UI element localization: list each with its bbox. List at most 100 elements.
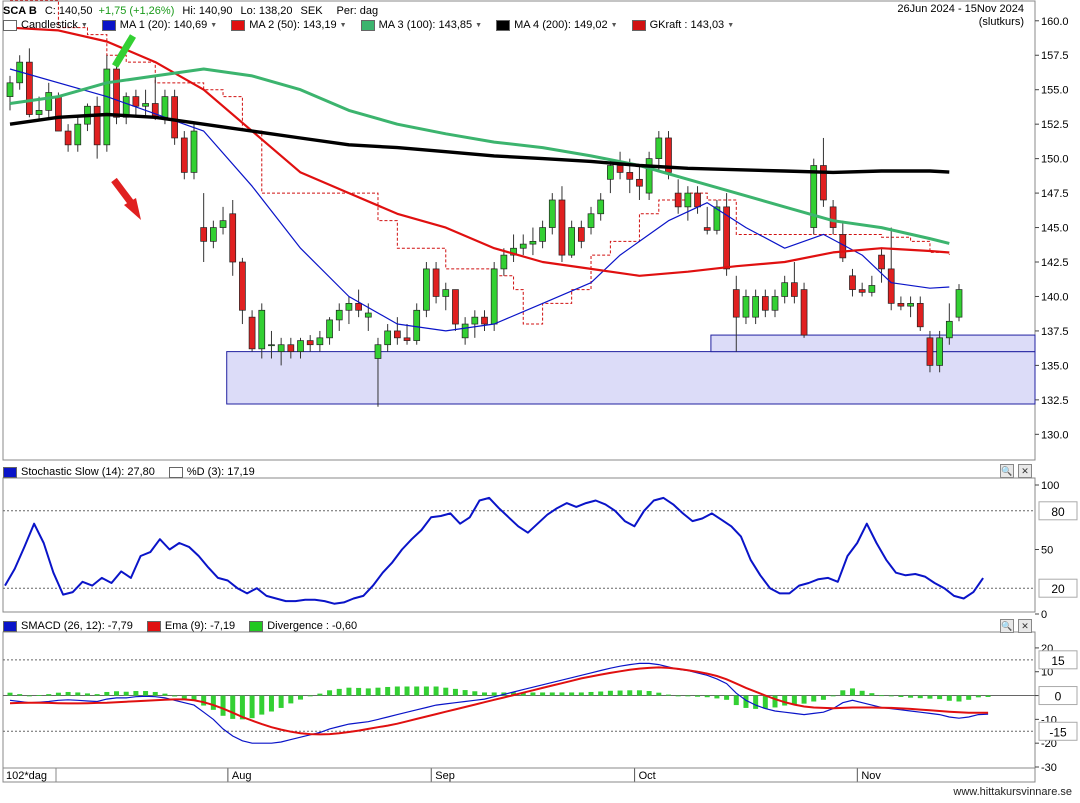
chevron-down-icon[interactable]: ▼ (727, 21, 735, 29)
divergence-bar (849, 688, 855, 696)
macd-legend-item[interactable]: SMACD (26, 12): -7,79 (3, 620, 133, 632)
stochastic-panel-controls: 🔍 ✕ (1000, 464, 1032, 478)
zoom-icon[interactable]: 🔍 (1000, 464, 1014, 478)
divergence-bar (937, 695, 943, 700)
date-range-text: 26Jun 2024 - 15Nov 2024 (897, 3, 1024, 15)
candle-body (268, 344, 275, 347)
candle-body (200, 227, 208, 242)
macd-tick-label: -30 (1041, 762, 1057, 774)
divergence-bar (482, 692, 487, 696)
legend-label: MA 4 (200): 149,02 (514, 19, 608, 31)
divergence-bar (17, 694, 23, 696)
divergence-bar (7, 692, 13, 696)
macd-legend-item[interactable]: Divergence : -0,60 (249, 620, 357, 632)
divergence-bar (365, 688, 371, 696)
candle-body (626, 172, 634, 180)
divergence-bar (559, 692, 565, 696)
divergence-bar (540, 692, 546, 696)
divergence-bar (733, 695, 739, 706)
macd-ref-box (1038, 650, 1078, 670)
candle-body (636, 178, 643, 187)
stoch-legend-item[interactable]: %D (3): 17,19 (168, 466, 255, 478)
macd-ref-label: 0 (1055, 690, 1062, 704)
ema-signal-line (9, 666, 989, 736)
support-zone (710, 334, 1036, 353)
legend-swatch (3, 19, 17, 31)
divergence-bar (695, 695, 701, 697)
divergence-bar (675, 695, 681, 697)
divergence-bar (888, 695, 894, 697)
stoch-tick-label: 0 (1041, 609, 1047, 621)
divergence-bar (772, 695, 778, 708)
candle-body (413, 309, 421, 341)
divergence-bar (191, 695, 197, 701)
candle-body (752, 296, 759, 318)
divergence-bar (317, 693, 323, 696)
y-tick-label: 142.5 (1041, 257, 1069, 269)
x-axis-corner-label: 102*dag (6, 770, 47, 782)
macd-legend-item[interactable]: Ema (9): -7,19 (146, 620, 235, 632)
divergence-bar (549, 692, 555, 696)
y-tick-label: 137.5 (1041, 326, 1069, 338)
sell-arrow-shaft (111, 177, 135, 207)
candle-body (713, 206, 721, 231)
price-legend-item[interactable]: GKraft : 143,03 ▼ (631, 19, 735, 31)
stoch-legend-item[interactable]: Stochastic Slow (14): 27,80 (3, 466, 155, 478)
candle-body (239, 261, 246, 311)
legend-label: Divergence : -0,60 (267, 620, 358, 632)
price-legend-item[interactable]: MA 2 (50): 143,19 ▼ (231, 19, 347, 31)
divergence-bar (762, 695, 768, 709)
indicator-legend: Candlestick ▼ MA 1 (20): 140,69 ▼ MA 2 (50):… (3, 17, 748, 33)
divergence-bar (84, 693, 90, 696)
divergence-bar (94, 694, 100, 696)
price-legend-item[interactable]: MA 1 (20): 140,69 ▼ (101, 19, 218, 31)
macd-panel-controls: 🔍 ✕ (1000, 619, 1032, 633)
zoom-icon[interactable]: 🔍 (1000, 619, 1014, 633)
y-tick-label: 157.5 (1041, 50, 1069, 62)
divergence-bar (172, 695, 178, 697)
divergence-bar (714, 695, 720, 699)
month-label: Sep (435, 770, 455, 782)
divergence-bar (268, 695, 274, 712)
price-legend-item[interactable]: Candlestick ▼ (3, 19, 88, 31)
legend-label: SMACD (26, 12): -7,79 (21, 620, 133, 632)
candle-body (316, 337, 324, 346)
candle-body (597, 199, 605, 215)
candle-body (35, 110, 43, 115)
candle-body (277, 344, 285, 352)
candle-body (500, 254, 508, 270)
candle-body (849, 275, 856, 290)
close-icon[interactable]: ✕ (1018, 464, 1032, 478)
support-zone (226, 351, 1036, 405)
divergence-bar (520, 692, 526, 696)
chevron-down-icon[interactable]: ▼ (80, 21, 88, 29)
candle-body (529, 240, 537, 245)
candle-body (694, 192, 701, 208)
candle-body (510, 247, 517, 256)
candle-body (64, 130, 72, 146)
divergence-bar (879, 695, 885, 697)
close-icon[interactable]: ✕ (1018, 619, 1032, 633)
candle-body (655, 137, 663, 159)
price-legend-item[interactable]: MA 4 (200): 149,02 ▼ (496, 19, 618, 31)
chevron-down-icon[interactable]: ▼ (475, 21, 483, 29)
divergence-bar (985, 695, 991, 697)
month-label: Aug (232, 770, 252, 782)
footer-site: www.hittakursvinnare.se (953, 786, 1072, 798)
chevron-down-icon[interactable]: ▼ (210, 21, 218, 29)
chevron-down-icon[interactable]: ▼ (339, 21, 347, 29)
stoch-ref-label: 20 (1051, 582, 1065, 596)
symbol-label: SCA B (3, 5, 37, 17)
price-type-text: (slutkurs) (978, 16, 1024, 28)
currency-label: SEK (300, 5, 323, 17)
candle-body (936, 337, 943, 366)
x-axis-frame (2, 767, 1036, 783)
divergence-bar (239, 695, 245, 720)
candle-body (248, 316, 256, 350)
divergence-bar (249, 695, 255, 719)
divergence-bar (55, 692, 61, 696)
chevron-down-icon[interactable]: ▼ (610, 21, 618, 29)
price-legend-item[interactable]: MA 3 (100): 143,85 ▼ (360, 19, 483, 31)
macd-tick-label: -20 (1041, 738, 1057, 750)
